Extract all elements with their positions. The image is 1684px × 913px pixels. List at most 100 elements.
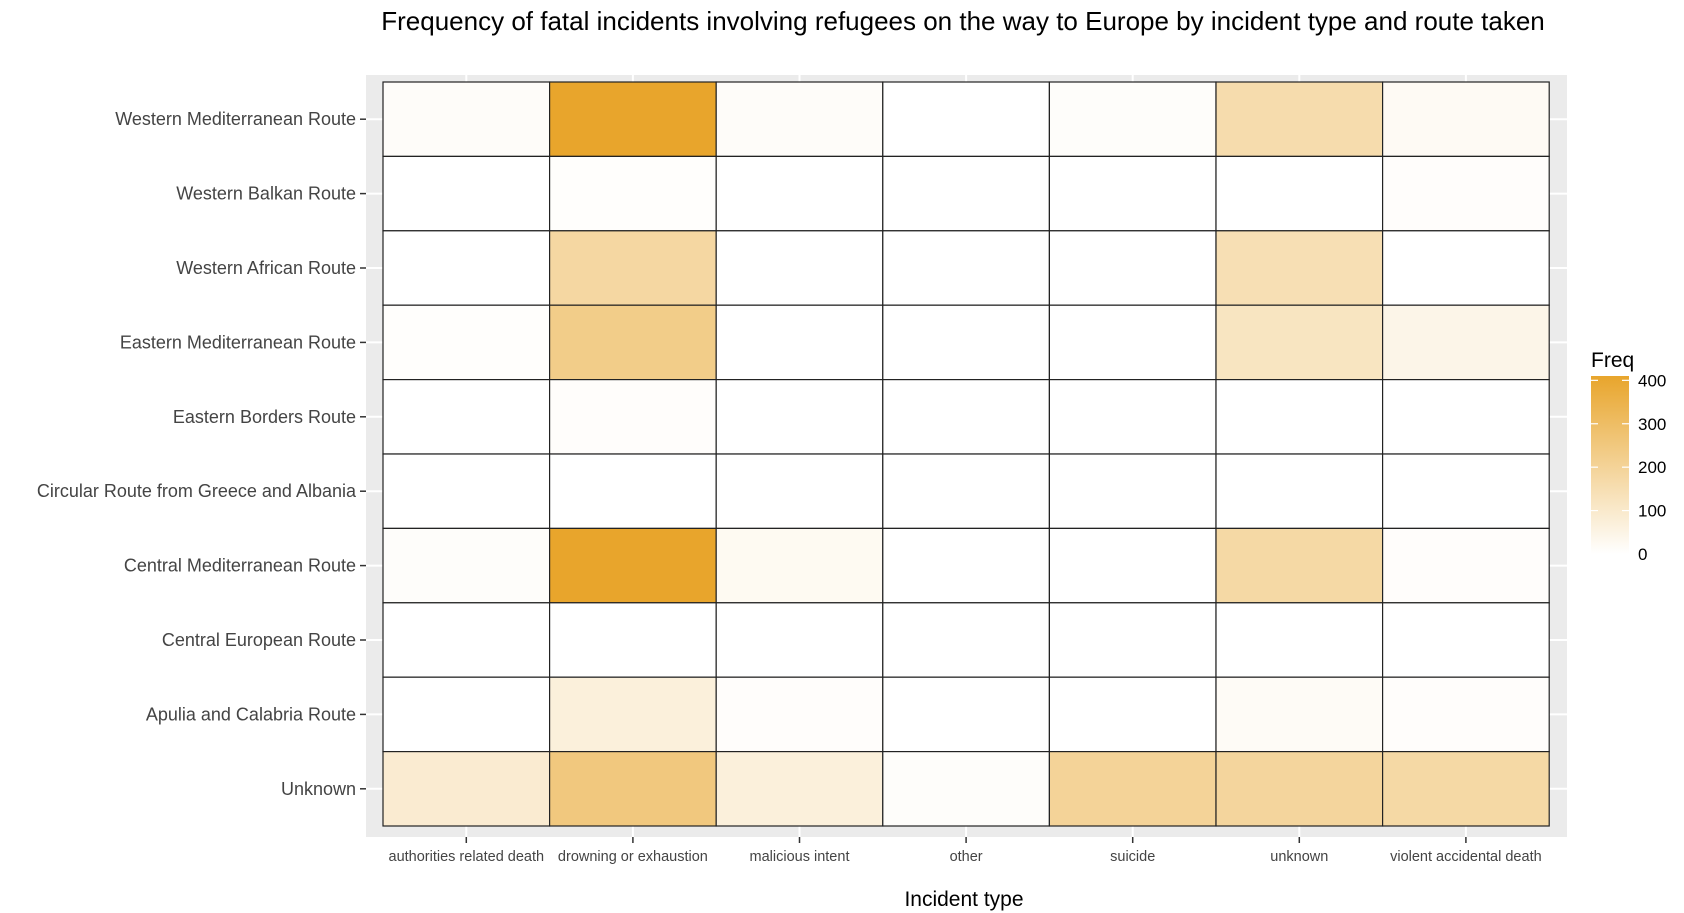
heatmap-cell [715,602,884,678]
heatmap-cell [382,602,551,678]
y-tick-label: Western African Route [176,258,356,278]
heatmap-cell [882,81,1050,158]
heatmap-cell [882,602,1050,678]
heatmap-cell [1048,304,1217,381]
heatmap-cell [548,81,717,158]
heatmap-cell [1048,453,1217,530]
y-tick-label: Eastern Borders Route [173,407,356,427]
heatmap-cells [382,81,1550,827]
heatmap-cell [382,527,551,604]
heatmap-cell [382,155,551,232]
heatmap-cell [1215,602,1384,678]
heatmap-cell [382,304,551,381]
heatmap-cell [1215,676,1384,753]
heatmap-cell [715,81,884,158]
y-tick-label: Central Mediterranean Route [124,556,356,576]
heatmap-cell [1381,379,1550,455]
heatmap-cell [1215,155,1384,232]
y-tick-label: Western Mediterranean Route [115,109,356,129]
heatmap-cell [548,527,717,604]
x-tick-label: authorities related death [389,849,545,865]
legend-tick-label: 0 [1638,545,1647,564]
x-axis-title: Incident type [904,888,1023,911]
x-tick-label: malicious intent [750,849,850,865]
heatmap-cell [715,676,884,753]
heatmap-cell [382,230,551,306]
heatmap-cell [1381,453,1550,530]
y-tick-label: Circular Route from Greece and Albania [37,481,357,501]
heatmap-cell [715,750,884,827]
heatmap-cell [548,230,717,306]
heatmap-cell [1381,527,1550,604]
y-axis: Western Mediterranean Route Western Balka… [37,109,366,799]
heatmap-cell [1215,527,1384,604]
heatmap-cell [1048,379,1217,455]
heatmap-cell [382,676,551,753]
heatmap-cell [1381,676,1550,753]
heatmap-cell [1048,602,1217,678]
heatmap-cell [1048,155,1217,232]
chart-title: Frequency of fatal incidents involving r… [381,6,1545,36]
legend-tick-label: 300 [1638,415,1666,434]
legend-tick-label: 100 [1638,502,1666,521]
heatmap-cell [548,379,717,455]
heatmap-cell [1215,230,1384,306]
heatmap-cell [1048,750,1217,827]
heatmap-cell [1048,81,1217,158]
x-axis: authorities related death drowning or exh… [389,837,1542,865]
heatmap-cell [1381,230,1550,306]
heatmap-cell [1048,230,1217,306]
heatmap-cell [882,676,1050,753]
y-tick-label: Central European Route [162,630,356,650]
heatmap-cell [1215,379,1384,455]
heatmap-cell [1215,453,1384,530]
heatmap-cell [382,81,551,158]
legend-colorbar [1591,376,1629,554]
x-tick-label: violent accidental death [1390,849,1542,865]
y-tick-label: Apulia and Calabria Route [146,704,356,724]
y-tick-label: Unknown [281,779,356,799]
heatmap-cell [1381,750,1550,827]
legend-tick-label: 400 [1638,371,1666,390]
heatmap-cell [882,155,1050,232]
heatmap-cell [715,379,884,455]
heatmap-cell [715,527,884,604]
heatmap-cell [1215,750,1384,827]
heatmap-cell [715,230,884,306]
y-tick-label: Western Balkan Route [176,184,356,204]
heatmap-cell [882,527,1050,604]
heatmap-cell [1215,304,1384,381]
heatmap-cell [1048,676,1217,753]
heatmap-cell [548,453,717,530]
x-tick-label: unknown [1270,849,1328,865]
heatmap-cell [715,304,884,381]
heatmap-cell [548,155,717,232]
heatmap-cell [715,453,884,530]
heatmap-cell [382,379,551,455]
heatmap-cell [382,453,551,530]
heatmap-cell [882,230,1050,306]
x-tick-label: drowning or exhaustion [558,849,708,865]
heatmap-cell [1048,527,1217,604]
heatmap-cell [1381,81,1550,158]
x-tick-label: suicide [1110,849,1155,865]
heatmap-cell [1215,81,1384,158]
heatmap-cell [1381,155,1550,232]
heatmap-cell [882,379,1050,455]
x-tick-label: other [950,849,983,865]
heatmap-cell [1381,304,1550,381]
heatmap-cell [548,750,717,827]
heatmap-cell [548,304,717,381]
heatmap-cell [715,155,884,232]
heatmap-cell [1381,602,1550,678]
heatmap-cell [882,453,1050,530]
heatmap-cell [548,676,717,753]
legend-title: Freq [1591,349,1634,372]
heatmap-cell [882,750,1050,827]
heatmap-cell [882,304,1050,381]
y-tick-label: Eastern Mediterranean Route [120,332,356,352]
heatmap-cell [548,602,717,678]
